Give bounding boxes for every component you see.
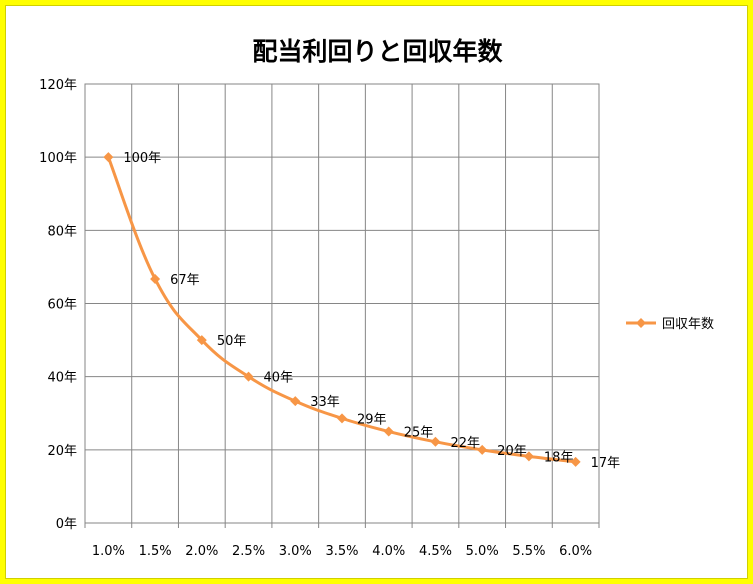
- data-label: 40年: [264, 371, 294, 386]
- y-tick-label: 40年: [47, 371, 77, 386]
- data-point: [290, 396, 301, 407]
- data-label: 17年: [591, 456, 621, 471]
- data-point: [523, 451, 534, 462]
- data-point: [196, 335, 207, 346]
- data-label: 67年: [170, 273, 200, 288]
- x-tick-label: 2.5%: [232, 544, 265, 559]
- x-tick-label: 4.5%: [419, 544, 452, 559]
- y-tick-label: 60年: [47, 298, 77, 313]
- y-tick-label: 80年: [47, 224, 77, 239]
- data-point: [150, 273, 161, 284]
- line-chart: 0年 20年 40年 60年 80年 100年 120年 1.0% 1.5% 2.0% 2.5% 3.…: [39, 78, 714, 559]
- data-point: [103, 152, 114, 163]
- data-point: [477, 444, 488, 455]
- data-label: 25年: [404, 426, 434, 441]
- x-tick-label: 5.5%: [512, 544, 545, 559]
- legend-marker: [636, 318, 646, 328]
- x-tick-label: 2.0%: [185, 544, 218, 559]
- x-tick-label: 1.5%: [139, 544, 172, 559]
- y-tick-label: 100年: [39, 151, 77, 166]
- data-label: 29年: [357, 412, 387, 427]
- x-tick-label: 5.0%: [466, 544, 499, 559]
- x-tick-label: 3.0%: [279, 544, 312, 559]
- data-point: [383, 426, 394, 437]
- y-tick-label: 20年: [47, 444, 77, 459]
- data-label: 18年: [544, 450, 574, 465]
- chart-area: 配当利回りと回収年数 0年 20年 40年 60年 80年 100年 120年 1.0% 1.5…: [5, 5, 748, 579]
- data-label: 100年: [123, 151, 161, 166]
- data-label: 20年: [497, 444, 527, 459]
- data-point: [430, 436, 441, 447]
- data-label: 50年: [217, 334, 247, 349]
- legend-label: 回収年数: [662, 317, 714, 332]
- x-tick-label: 6.0%: [559, 544, 592, 559]
- series-line: [106, 156, 576, 464]
- data-point: [243, 371, 254, 382]
- x-tick-label: 4.0%: [372, 544, 405, 559]
- data-point: [570, 456, 581, 467]
- y-tick-label: 0年: [56, 517, 77, 532]
- data-label: 33年: [310, 395, 340, 410]
- x-tick-label: 3.5%: [325, 544, 358, 559]
- data-label: 22年: [450, 436, 480, 451]
- data-point: [337, 413, 347, 424]
- y-tick-label: 120年: [39, 78, 77, 93]
- x-tick-label: 1.0%: [92, 544, 125, 559]
- chart-title: 配当利回りと回収年数: [252, 37, 503, 66]
